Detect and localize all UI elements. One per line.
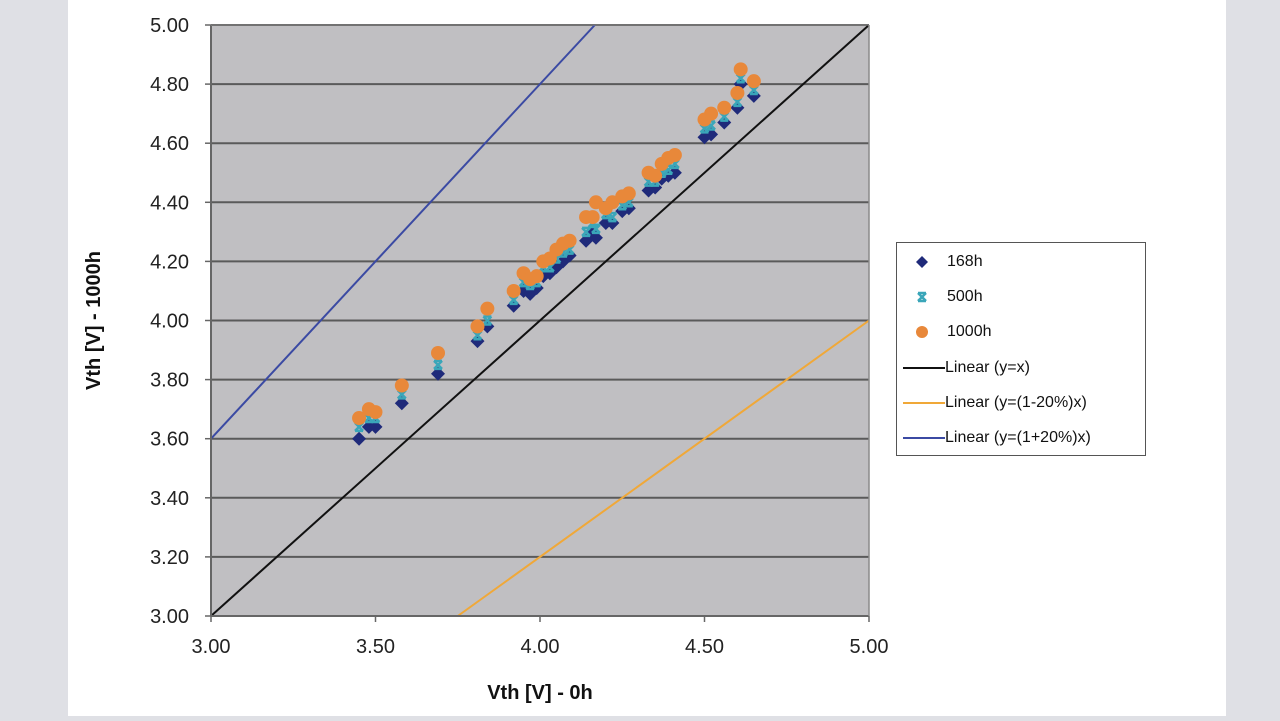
point-1000h: [704, 106, 719, 121]
point-1000h: [529, 269, 544, 284]
point-500h: [558, 247, 568, 258]
point-168h: [394, 396, 409, 411]
legend-label: Linear (y=(1+20%)x): [945, 429, 1091, 446]
reference-line: [457, 319, 870, 617]
slide-page: 3.00 3.20 3.40 3.60 3.80 4.00 4.20 4.40 4.60 4.80…: [68, 0, 1226, 716]
point-1000h: [480, 301, 495, 316]
point-500h: [591, 223, 601, 235]
legend-item-500h: 500h: [897, 282, 983, 312]
y-tick-label: 4.00: [150, 311, 189, 333]
y-tick-label: 3.60: [150, 429, 189, 451]
point-168h: [556, 254, 571, 269]
line-swatch-icon: [903, 367, 945, 369]
point-168h: [431, 366, 446, 381]
point-1000h: [585, 210, 600, 225]
y-tick-label: 3.40: [150, 488, 189, 510]
point-500h: [706, 120, 716, 131]
legend-label: 168h: [947, 253, 983, 270]
reference-line: [210, 24, 870, 617]
diamond-marker-icon: [897, 255, 947, 269]
point-168h: [588, 230, 603, 245]
point-1000h: [717, 100, 732, 115]
point-500h: [732, 96, 743, 108]
y-tick-label: 4.40: [150, 192, 189, 214]
point-500h: [617, 200, 628, 211]
point-500h: [364, 412, 374, 424]
y-tick-label: 4.60: [150, 133, 189, 155]
legend-item-linear-identity: Linear (y=x): [897, 353, 1030, 383]
point-1000h: [506, 283, 521, 298]
point-500h: [719, 111, 730, 122]
point-1000h: [733, 62, 748, 77]
y-tick-label: 3.20: [150, 547, 189, 569]
point-500h: [670, 158, 680, 170]
legend-label: Linear (y=(1-20%)x): [945, 394, 1087, 411]
point-500h: [518, 276, 529, 288]
point-500h: [396, 389, 407, 400]
point-1000h: [368, 405, 383, 420]
point-500h: [433, 359, 443, 371]
point-500h: [656, 167, 667, 178]
tick-labels: 3.00 3.20 3.40 3.60 3.80 4.00 4.20 4.40 4.60 4.80…: [150, 15, 888, 658]
line-swatch-icon: [903, 402, 945, 404]
y-tick-label: 5.00: [150, 15, 189, 37]
point-500h: [699, 123, 710, 134]
data-points: [352, 62, 761, 446]
reference-line: [210, 24, 596, 440]
x-axis-title: Vth [V] - 0h: [487, 682, 593, 704]
point-500h: [508, 294, 519, 306]
point-1000h: [352, 411, 367, 426]
y-axis-title: Vth [V] - 1000h: [83, 251, 105, 390]
point-500h: [354, 421, 364, 433]
point-500h: [472, 330, 483, 341]
circle-marker-icon: [897, 325, 947, 339]
point-168h: [667, 165, 682, 180]
point-168h: [368, 419, 383, 434]
legend-label: 500h: [947, 288, 983, 305]
y-tick-label: 3.00: [150, 606, 189, 628]
line-swatch-icon: [903, 437, 945, 439]
x-marker-icon: [897, 290, 947, 304]
point-500h: [623, 197, 634, 208]
x-tick-label: 3.50: [356, 636, 395, 658]
legend-item-1000h: 1000h: [897, 317, 992, 347]
point-500h: [544, 262, 555, 273]
point-1000h: [621, 186, 636, 201]
legend-item-linear-minus-20: Linear (y=(1-20%)x): [897, 388, 1087, 418]
point-1000h: [470, 319, 485, 334]
legend-item-linear-plus-20: Linear (y=(1+20%)x): [897, 423, 1091, 453]
reference-lines: [210, 24, 870, 617]
point-500h: [643, 176, 654, 187]
y-tick-label: 4.80: [150, 74, 189, 96]
x-tick-label: 4.00: [521, 636, 560, 658]
point-168h: [352, 431, 367, 446]
point-1000h: [746, 74, 761, 89]
point-1000h: [730, 85, 745, 100]
point-500h: [748, 84, 759, 96]
legend-label: 1000h: [947, 323, 992, 340]
point-500h: [663, 164, 674, 176]
point-500h: [735, 72, 746, 84]
point-1000h: [648, 168, 663, 183]
point-1000h: [394, 378, 409, 393]
legend: 168h 500h 1000h Linear (y=x) Linear (y=(…: [896, 242, 1146, 456]
y-tick-label: 4.20: [150, 251, 189, 273]
x-tick-label: 4.50: [685, 636, 724, 658]
point-500h: [564, 244, 575, 255]
x-tick-label: 5.00: [850, 636, 889, 658]
point-500h: [607, 211, 618, 223]
point-500h: [482, 315, 493, 326]
x-tick-label: 3.00: [192, 636, 231, 658]
y-tick-label: 3.80: [150, 370, 189, 392]
point-1000h: [562, 233, 577, 248]
legend-item-168h: 168h: [897, 247, 983, 277]
point-500h: [581, 226, 591, 238]
legend-label: Linear (y=x): [945, 359, 1030, 376]
scatter-chart: 3.00 3.20 3.40 3.60 3.80 4.00 4.20 4.40 4.60 4.80…: [83, 15, 888, 704]
point-1000h: [431, 346, 446, 361]
axes: [205, 24, 870, 622]
point-1000h: [667, 148, 682, 163]
